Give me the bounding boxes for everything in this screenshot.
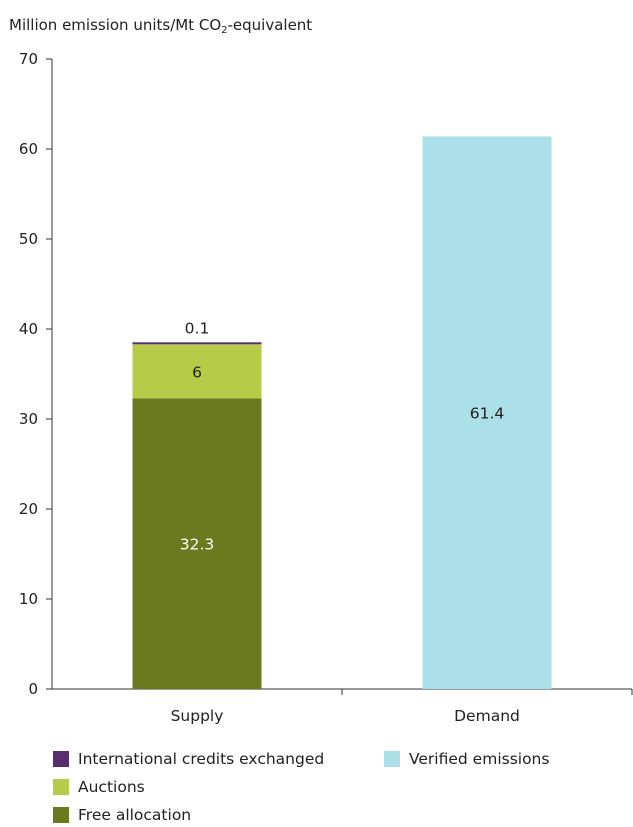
data-label: 0.1 xyxy=(185,319,210,337)
legend-item-auctions: Auctions xyxy=(53,778,145,796)
data-label: 6 xyxy=(192,363,202,381)
y-tick-label: 40 xyxy=(19,320,38,338)
bar-supply-international-credits-exchanged xyxy=(132,342,262,345)
legend-item-free-allocation: Free allocation xyxy=(53,806,191,824)
y-tick-label: 30 xyxy=(19,410,38,428)
y-tick-label: 20 xyxy=(19,500,38,518)
data-label: 32.3 xyxy=(180,536,215,554)
legend-swatch xyxy=(384,751,400,767)
legend-label: Auctions xyxy=(78,778,145,796)
y-tick-label: 0 xyxy=(28,680,38,698)
legend-swatch xyxy=(53,779,69,795)
bar-supply-auctions xyxy=(132,344,262,399)
legend-item-international-credits-exchanged: International credits exchanged xyxy=(53,750,324,768)
legend-swatch xyxy=(53,807,69,823)
x-tick-label: Supply xyxy=(171,707,224,725)
y-tick-label: 10 xyxy=(19,590,38,608)
chart-svg: 0 10 20 30 40 50 60 70 Supply 32.3 6 0.1 Demand 61.4 xyxy=(19,50,633,725)
legend-label: Free allocation xyxy=(78,806,192,824)
y-axis-title: Million emission units/Mt CO2-equivalent xyxy=(9,16,312,36)
y-axis-title-prefix: Million emission units/Mt CO xyxy=(9,16,222,34)
y-axis-title-subscript: 2 xyxy=(221,25,228,36)
legend-swatch xyxy=(53,751,69,767)
legend-label: International credits exchanged xyxy=(78,750,325,768)
y-tick-label: 70 xyxy=(19,50,38,68)
y-tick-label: 50 xyxy=(19,230,38,248)
data-label: 61.4 xyxy=(470,405,505,423)
legend-label: Verified emissions xyxy=(409,750,550,768)
legend-item-verified-emissions: Verified emissions xyxy=(384,750,549,768)
bar-demand-verified-emissions xyxy=(422,136,552,689)
bar-supply-free-allocation xyxy=(132,398,262,689)
x-tick-label: Demand xyxy=(454,707,520,725)
y-axis-title-suffix: -equivalent xyxy=(227,16,313,34)
y-tick-label: 60 xyxy=(19,140,38,158)
